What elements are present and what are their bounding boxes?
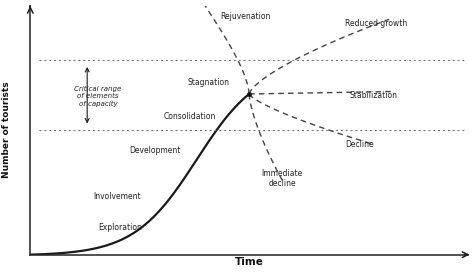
X-axis label: Time: Time [235,257,264,268]
Text: Rejuvenation: Rejuvenation [221,12,271,21]
Text: Immediate
decline: Immediate decline [261,169,302,188]
Text: Exploration: Exploration [98,223,142,232]
Text: Number of tourists: Number of tourists [2,82,11,179]
Text: Decline: Decline [346,140,374,149]
Text: Reduced growth: Reduced growth [346,19,408,28]
Text: Development: Development [129,146,180,155]
Text: Stabilization: Stabilization [350,91,398,100]
Text: Stagnation: Stagnation [187,78,229,87]
Text: Consolidation: Consolidation [164,112,216,121]
Text: Involvement: Involvement [94,192,141,201]
Text: Critical range
of elements
of capacity: Critical range of elements of capacity [74,86,122,106]
